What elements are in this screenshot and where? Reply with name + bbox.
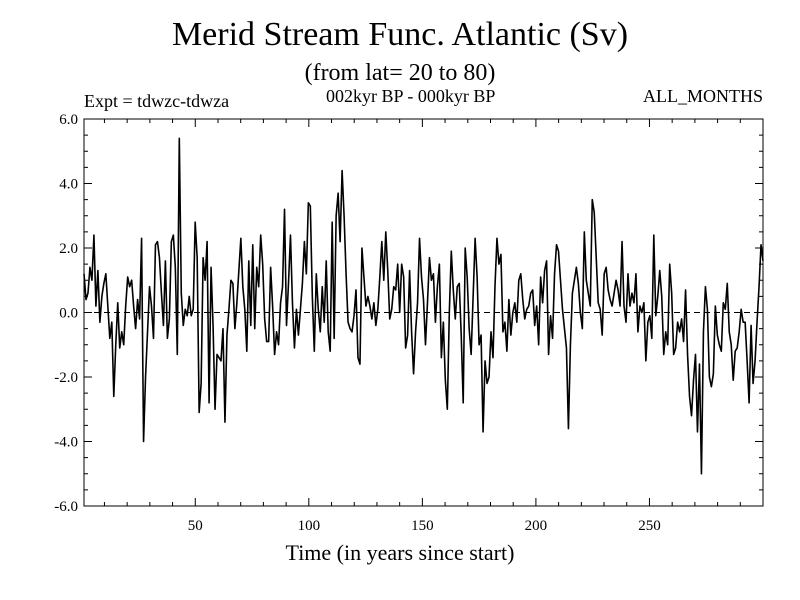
x-tick-label: 200 bbox=[525, 518, 548, 534]
y-tick-label: 4.0 bbox=[59, 177, 78, 193]
y-tick-label: 2.0 bbox=[59, 241, 78, 257]
y-tick-label: -4.0 bbox=[54, 435, 78, 451]
period-label: 002kyr BP - 000kyr BP bbox=[326, 86, 496, 106]
months-label: ALL_MONTHS bbox=[643, 86, 763, 106]
y-tick-label: -6.0 bbox=[54, 499, 78, 515]
y-tick-label: 0.0 bbox=[59, 306, 78, 322]
chart-subtitle: (from lat= 20 to 80) bbox=[304, 60, 496, 86]
experiment-label: Expt = tdwzc-tdwza bbox=[84, 91, 230, 111]
x-axis-label: Time (in years since start) bbox=[285, 540, 515, 565]
chart-title: Merid Stream Func. Atlantic (Sv) bbox=[171, 16, 629, 53]
y-tick-label: 6.0 bbox=[59, 112, 78, 128]
x-tick-label: 100 bbox=[298, 518, 321, 534]
x-tick-label: 150 bbox=[411, 518, 434, 534]
y-tick-label: -2.0 bbox=[54, 370, 78, 386]
series-line-0 bbox=[83, 137, 764, 475]
x-tick-label: 250 bbox=[638, 518, 661, 534]
x-tick-label: 50 bbox=[188, 518, 203, 534]
